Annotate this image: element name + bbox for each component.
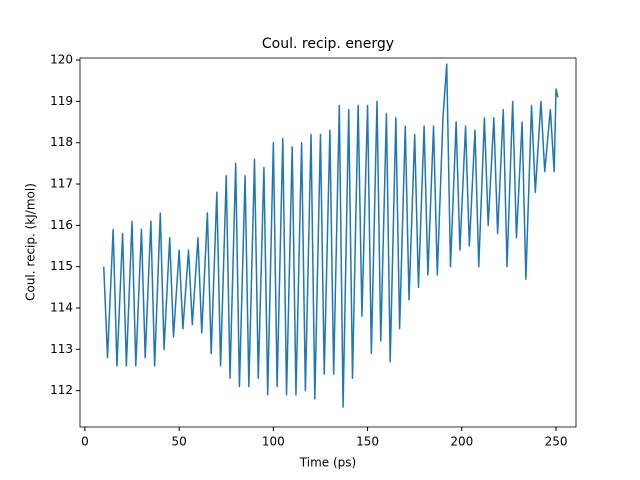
- y-axis-label: Coul. recip. (kJ/mol): [24, 183, 38, 301]
- chart-title: Coul. recip. energy: [262, 36, 394, 52]
- y-tick-label: 114: [50, 300, 73, 314]
- y-tick-label: 112: [50, 383, 73, 397]
- x-tick-label: 0: [81, 435, 89, 449]
- x-tick-label: 100: [262, 435, 285, 449]
- x-tick-label: 200: [450, 435, 473, 449]
- y-tick-label: 120: [50, 53, 73, 67]
- y-tick-label: 115: [50, 259, 73, 273]
- x-tick-label: 50: [171, 435, 186, 449]
- y-tick-label: 118: [50, 135, 73, 149]
- y-tick-label: 113: [50, 342, 73, 356]
- y-tick-label: 117: [50, 177, 73, 191]
- x-tick-label: 150: [356, 435, 379, 449]
- data-line: [102, 63, 559, 408]
- plot-frame: [79, 57, 577, 428]
- x-tick-label: 250: [545, 435, 568, 449]
- y-tick-label: 119: [50, 94, 73, 108]
- y-tick-label: 116: [50, 218, 73, 232]
- x-axis-label: Time (ps): [299, 456, 356, 470]
